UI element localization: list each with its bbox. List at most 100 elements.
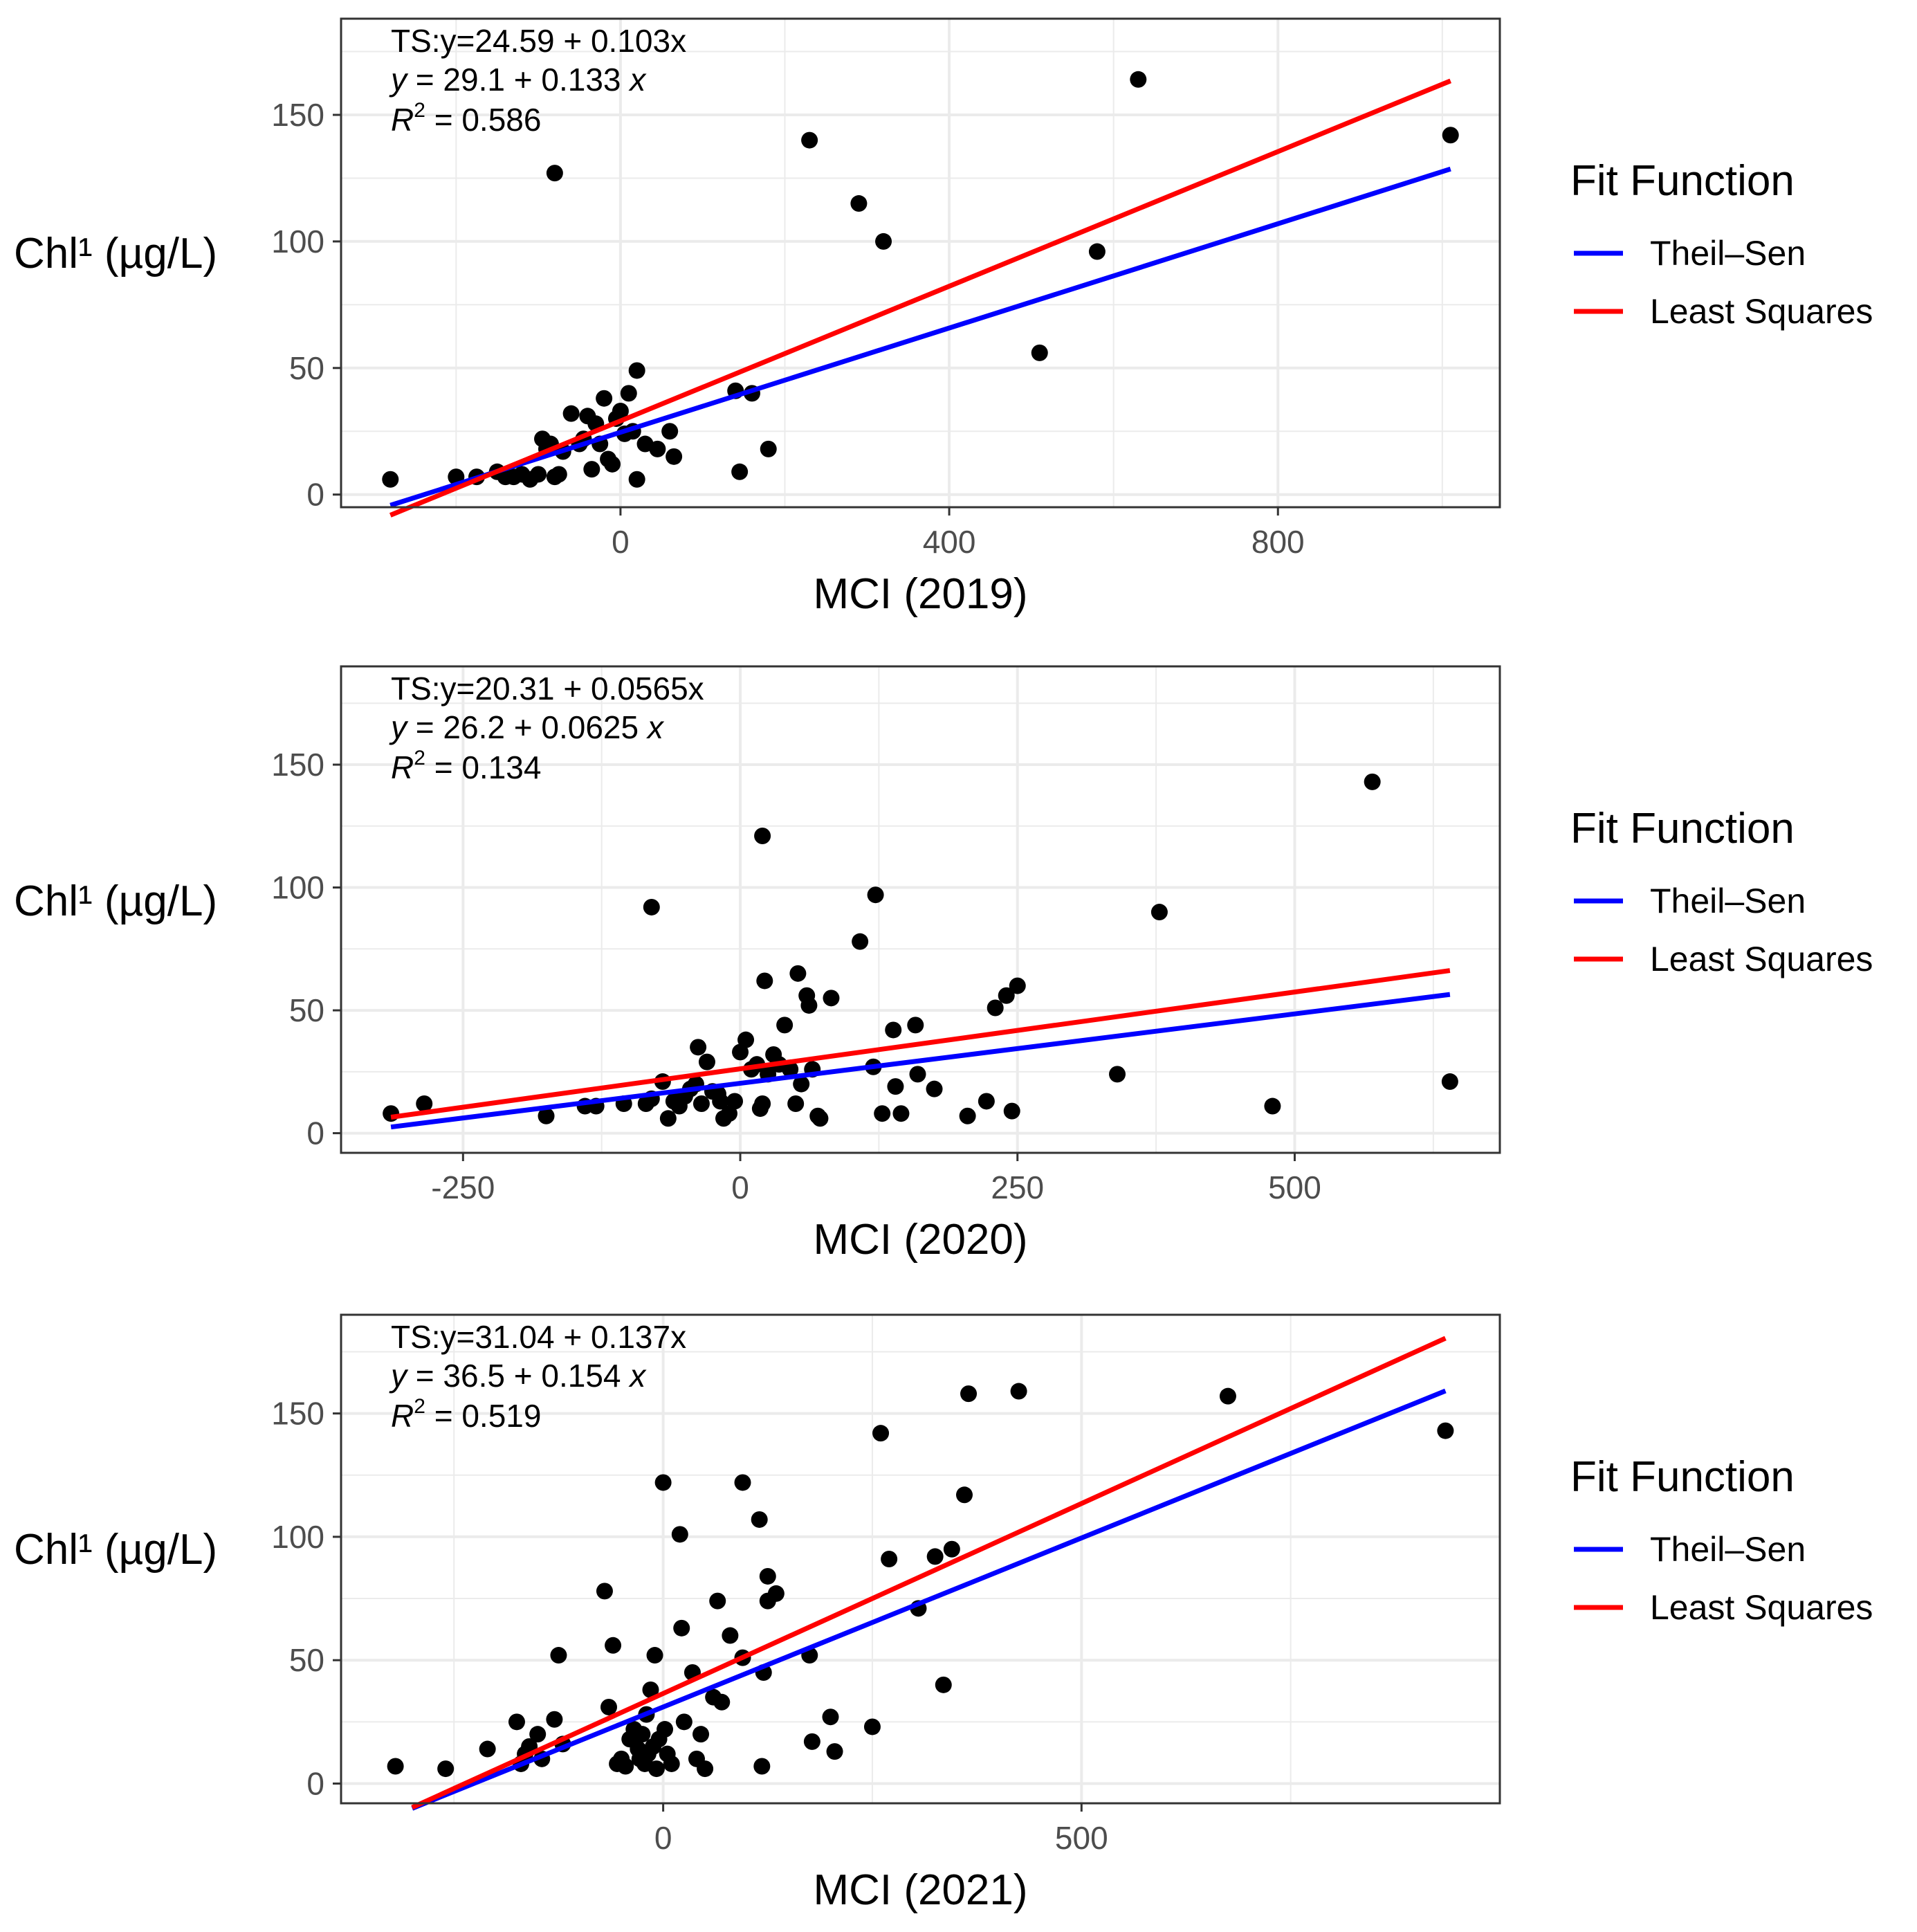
theil-sen-fit-line (389, 166, 1451, 508)
fit-lines (411, 1336, 1447, 1811)
panel-1: 0 400 800 0 50 100 150 MCI (2019) Chl¹ (µg/L) TS:… (14, 17, 1873, 618)
data-point (751, 1511, 768, 1528)
data-point (643, 898, 660, 915)
data-point (800, 996, 818, 1014)
y-tick-label: 150 (271, 97, 324, 133)
data-point (617, 1758, 634, 1775)
y-tick-label: 100 (271, 224, 324, 259)
data-point (657, 1721, 674, 1738)
data-point (776, 1017, 794, 1034)
data-point (550, 1647, 567, 1664)
y-tick-label: 0 (306, 1115, 324, 1151)
theil-sen-equation: TS:y=31.04 + 0.137x (391, 1319, 686, 1355)
y-axis-title: Chl¹ (µg/L) (14, 230, 217, 277)
x-axis-ticks: 0 500 (654, 1803, 1108, 1856)
x-tick-label: 0 (612, 524, 630, 560)
data-point (852, 933, 869, 950)
least-squares-fit-line (389, 78, 1452, 518)
data-point (659, 1110, 677, 1127)
equation-coefficients: = 26.2 + 0.0625 (407, 709, 648, 745)
panel-background (341, 19, 1500, 507)
data-point (529, 1726, 547, 1743)
theil-sen-equation: TS:y=24.59 + 0.103x (391, 23, 686, 59)
r-symbol: R (391, 1398, 414, 1434)
panel-border (340, 1313, 1501, 1805)
y-tick-label: 50 (289, 1642, 324, 1678)
data-point (782, 1061, 799, 1078)
data-point (642, 1681, 659, 1698)
data-point (787, 1095, 805, 1112)
data-point (661, 423, 679, 440)
fit-lines (389, 78, 1452, 518)
y-axis-ticks: 0 50 100 150 (271, 747, 341, 1151)
major-gridlines (341, 1315, 1500, 1803)
x-tick-label: 500 (1055, 1820, 1108, 1856)
r-squared-value: = 0.586 (425, 102, 542, 138)
data-point (1009, 977, 1026, 994)
data-point (690, 1039, 707, 1056)
data-point (978, 1093, 995, 1110)
data-point (756, 972, 773, 990)
data-point (713, 1693, 731, 1711)
data-point (1010, 1383, 1027, 1400)
legend-title: Fit Function (1570, 1453, 1795, 1501)
panel-border (340, 665, 1501, 1154)
data-point (872, 1425, 890, 1442)
data-point (600, 1698, 618, 1715)
y-tick-label: 50 (289, 992, 324, 1028)
equation-y-symbol: y (389, 709, 409, 745)
data-point (722, 1627, 739, 1644)
legend: Fit Function Theil–Sen Least Squares (1570, 157, 1873, 331)
data-point (754, 827, 771, 844)
y-axis-ticks: 0 50 100 150 (271, 97, 341, 513)
data-point (562, 405, 580, 422)
data-point (998, 987, 1015, 1004)
equation-x-symbol: x (646, 709, 665, 745)
data-point (382, 471, 399, 488)
data-point (731, 463, 749, 480)
x-tick-label: -250 (431, 1169, 495, 1205)
data-point (546, 165, 563, 182)
least-squares-equation: y = 36.5 + 0.154 x (389, 1358, 647, 1394)
data-point (1088, 243, 1106, 260)
data-point (620, 385, 637, 402)
least-squares-fit-line (390, 968, 1451, 1120)
data-point (712, 1093, 729, 1110)
r-squared: R2 = 0.519 (391, 1395, 541, 1434)
data-point (955, 1486, 973, 1504)
r-squared: R2 = 0.134 (391, 747, 541, 785)
equation-y-symbol: y (389, 62, 409, 98)
data-point (926, 1548, 944, 1565)
theil-sen-fit-line (411, 1388, 1447, 1811)
x-tick-label: 800 (1251, 524, 1305, 560)
legend: Fit Function Theil–Sen Least Squares (1570, 1453, 1873, 1627)
data-point (767, 1585, 785, 1602)
legend-title: Fit Function (1570, 157, 1795, 205)
data-point (1130, 71, 1147, 88)
data-point (709, 1592, 726, 1610)
y-tick-label: 50 (289, 350, 324, 386)
data-point (692, 1726, 710, 1743)
data-point (538, 1107, 555, 1124)
data-point (935, 1676, 952, 1693)
x-tick-label: 400 (923, 524, 976, 560)
y-axis-ticks: 0 50 100 150 (271, 1396, 341, 1801)
data-point (1441, 1073, 1458, 1091)
r-squared-value: = 0.134 (425, 749, 542, 785)
data-points (383, 773, 1458, 1127)
data-point (826, 1743, 843, 1760)
r-symbol: R (391, 102, 414, 138)
data-point (648, 1760, 665, 1778)
data-point (987, 999, 1004, 1017)
minor-gridlines (341, 1315, 1500, 1803)
data-point (697, 1760, 714, 1778)
data-point (675, 1713, 692, 1731)
data-point (803, 1733, 820, 1750)
data-point (596, 390, 613, 407)
data-point (1364, 773, 1381, 790)
major-gridlines (341, 19, 1500, 507)
least-squares-equation: y = 29.1 + 0.133 x (389, 62, 647, 98)
x-tick-label: 0 (731, 1169, 749, 1205)
theil-sen-fit-line (390, 992, 1451, 1130)
